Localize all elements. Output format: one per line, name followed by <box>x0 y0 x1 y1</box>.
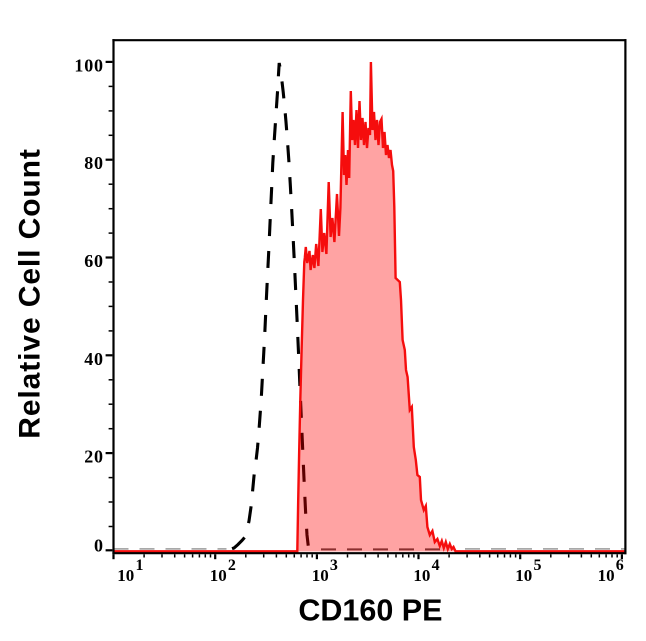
svg-text:20: 20 <box>84 447 104 467</box>
svg-text:Relative Cell Count: Relative Cell Count <box>13 148 46 438</box>
svg-text:80: 80 <box>84 153 104 173</box>
svg-text:100: 100 <box>74 55 103 75</box>
svg-text:CD160 PE: CD160 PE <box>298 593 442 627</box>
svg-text:60: 60 <box>84 251 104 271</box>
svg-text:0: 0 <box>94 536 104 556</box>
svg-text:40: 40 <box>84 349 104 369</box>
